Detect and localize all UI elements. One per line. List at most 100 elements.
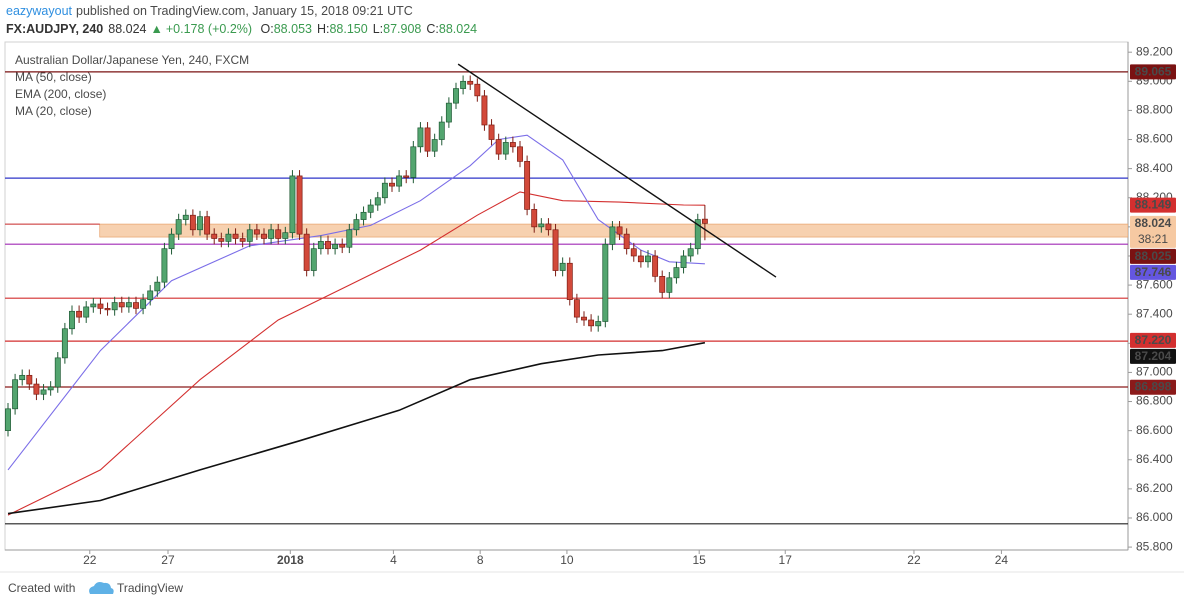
trendline [457, 63, 777, 278]
candle-body [253, 229, 260, 235]
price-label-box [1130, 64, 1176, 80]
candle-body [104, 308, 111, 311]
candle-body [538, 223, 545, 228]
candle-body [211, 233, 218, 239]
candle-body [140, 299, 147, 309]
y-tick-label: 86.400 [1136, 452, 1173, 466]
candle-body [360, 211, 367, 220]
candle-body [424, 127, 431, 152]
y-tick-label: 88.600 [1136, 132, 1173, 146]
candle-body [346, 229, 353, 248]
price: 88.024 [108, 22, 146, 36]
candle-body [111, 302, 118, 311]
x-tick-label: 22 [907, 553, 921, 567]
change: +0.178 (+0.2%) [166, 22, 252, 36]
price-label-box [1130, 264, 1176, 280]
price-label: 89.065 [1135, 64, 1172, 78]
legend-entry: EMA (200, close) [15, 87, 106, 101]
candle-body [33, 383, 40, 395]
candle-body [616, 226, 623, 235]
candle-body [495, 139, 502, 155]
y-tick-label: 86.800 [1136, 394, 1173, 408]
candle-body [154, 281, 161, 292]
candle-body [289, 175, 296, 234]
candle-body [659, 275, 666, 293]
candle-body [680, 255, 687, 268]
candle-body [239, 238, 246, 242]
field-label: H: [317, 22, 330, 36]
y-tick-label: 87.600 [1136, 277, 1173, 291]
candle-body [339, 243, 346, 248]
candle-body [225, 233, 232, 242]
price-label-box [1130, 248, 1176, 264]
x-tick-label: 27 [161, 553, 175, 567]
ma-line [7, 191, 705, 516]
candle-body [332, 243, 339, 250]
candle-body [83, 306, 90, 318]
candle-body [502, 142, 509, 155]
candle-body [524, 161, 531, 210]
candle-body [474, 83, 481, 97]
axes: 89.20089.00088.80088.60088.40088.20088.0… [83, 44, 1176, 567]
candle-body [396, 175, 403, 187]
x-tick-label: 22 [83, 553, 97, 567]
candle-body [76, 310, 83, 318]
x-tick-label: 15 [693, 553, 707, 567]
price-label-box [1130, 379, 1176, 395]
field-label: L: [373, 22, 383, 36]
tradingview-logo[interactable] [89, 582, 114, 594]
footer-brand[interactable]: TradingView [117, 581, 183, 595]
price-label: 88.149 [1135, 198, 1172, 212]
legend-entry: MA (50, close) [15, 70, 92, 84]
candle-body [303, 233, 310, 271]
y-tick-label: 89.200 [1136, 44, 1173, 58]
author[interactable]: eazywayout [6, 4, 73, 18]
candle-body [701, 218, 708, 224]
candle-body [609, 226, 616, 245]
y-tick-label: 87.400 [1136, 306, 1173, 320]
candle-body [552, 229, 559, 271]
candle-body [453, 88, 459, 104]
y-tick-label: 88.800 [1136, 103, 1173, 117]
published: published on TradingView.com, January 15… [76, 4, 413, 18]
legend-entry: MA (20, close) [15, 104, 92, 118]
candle-body [47, 386, 54, 391]
plot-area [5, 63, 1128, 525]
candle-body [261, 233, 267, 239]
x-tick-label: 10 [560, 553, 574, 567]
candle-body [630, 248, 637, 257]
candle-body [410, 146, 417, 178]
y-tick-label: 85.800 [1136, 539, 1173, 553]
candle-body [517, 146, 523, 162]
legend: Australian Dollar/Japanese Yen, 240, FXC… [15, 53, 249, 118]
candle-body [61, 328, 68, 359]
candle-body [90, 303, 97, 308]
candle-body [652, 255, 659, 277]
x-tick-label: 4 [390, 553, 397, 567]
candle-body [296, 175, 303, 235]
candle-body [268, 229, 275, 239]
candle-body [282, 232, 289, 239]
candle-body [666, 277, 673, 293]
field-label: O: [261, 22, 274, 36]
candle-body [147, 290, 154, 300]
x-tick-label: 8 [477, 553, 484, 567]
candle-body [673, 267, 680, 279]
quote-line: FX:AUDJPY, 240 88.024 ▲ +0.178 (+0.2%) O:88… [6, 22, 477, 36]
y-tick-label: 88.400 [1136, 161, 1173, 175]
candle-body [623, 233, 630, 250]
up-arrow: ▲ [151, 22, 163, 36]
candle-body [182, 214, 189, 220]
candle-body [367, 204, 374, 213]
candle-body [161, 248, 168, 283]
candle-body [573, 299, 580, 318]
candle-body [389, 182, 395, 187]
candle-body [197, 216, 203, 231]
symbol: FX:AUDJPY, 240 [6, 22, 103, 36]
field-value: 87.908 [383, 22, 421, 36]
candle-body [645, 255, 651, 263]
publish-line: eazywayout published on TradingView.com, … [6, 4, 413, 18]
candle-body [353, 219, 360, 231]
candle-body [133, 302, 139, 309]
candle-body [325, 241, 331, 250]
